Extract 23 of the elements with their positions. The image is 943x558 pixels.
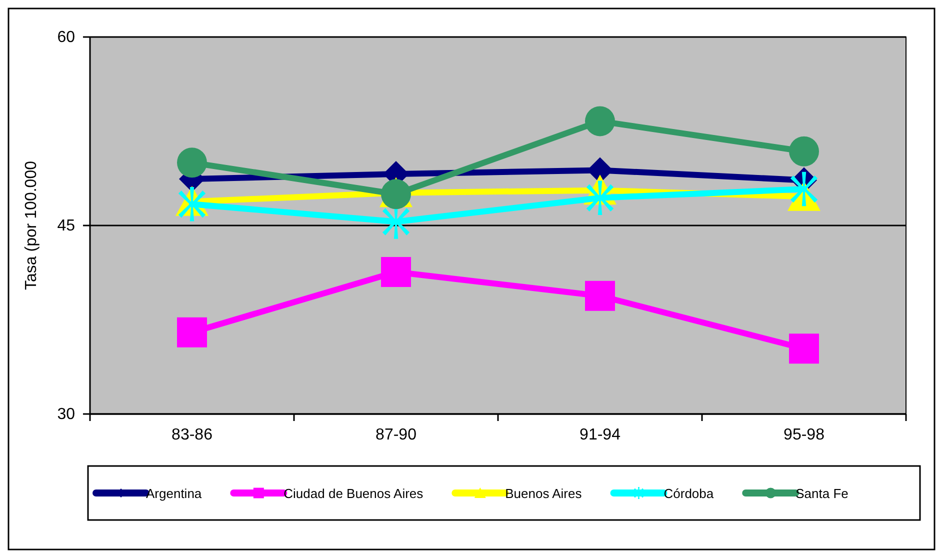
legend-label: Argentina — [146, 486, 202, 501]
legend-label: Córdoba — [664, 486, 714, 501]
point — [790, 172, 818, 206]
point — [789, 136, 819, 166]
legend-label: Ciudad de Buenos Aires — [284, 486, 424, 501]
y-tick-label: 60 — [57, 29, 76, 46]
point — [585, 280, 615, 311]
point — [381, 256, 411, 287]
point — [585, 106, 615, 136]
point — [178, 187, 206, 222]
point — [177, 317, 207, 348]
x-tick-label: 91-94 — [580, 426, 621, 444]
y-tick-label: 45 — [57, 218, 76, 235]
x-tick-label: 95-98 — [784, 426, 825, 444]
legend-label: Santa Fe — [796, 486, 848, 501]
point — [789, 334, 819, 364]
y-tick-label: 30 — [57, 406, 76, 424]
x-tick-label: 83-86 — [172, 426, 213, 444]
legend-label: Buenos Aires — [505, 486, 582, 501]
x-tick-label: 87-90 — [376, 426, 417, 444]
y-axis-title: Tasa (por 100.000 — [23, 160, 40, 290]
point — [177, 148, 207, 178]
point — [586, 180, 614, 215]
